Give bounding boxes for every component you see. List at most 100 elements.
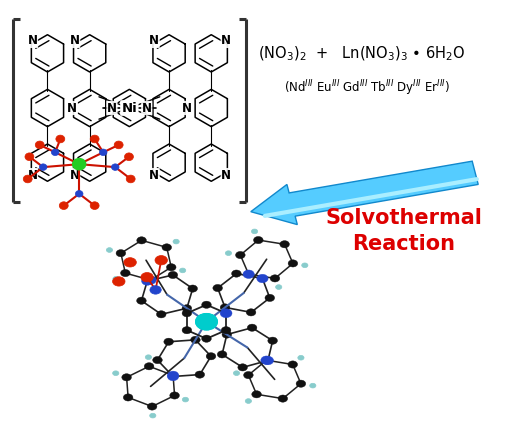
Circle shape [137, 297, 146, 304]
Circle shape [202, 301, 211, 308]
Circle shape [23, 175, 32, 183]
Circle shape [310, 383, 316, 388]
Circle shape [191, 336, 200, 343]
Circle shape [247, 324, 257, 331]
Circle shape [180, 268, 186, 273]
Circle shape [141, 273, 153, 282]
Circle shape [170, 392, 180, 399]
Circle shape [173, 239, 179, 244]
Text: N: N [70, 168, 80, 181]
Circle shape [145, 276, 156, 284]
Circle shape [280, 241, 289, 248]
Circle shape [262, 356, 274, 365]
Circle shape [288, 361, 298, 368]
Circle shape [232, 270, 241, 277]
Circle shape [182, 310, 192, 317]
Circle shape [106, 248, 112, 252]
Circle shape [182, 397, 188, 402]
Circle shape [221, 327, 231, 334]
Circle shape [162, 244, 172, 251]
Circle shape [298, 356, 304, 360]
Circle shape [243, 270, 254, 279]
Circle shape [35, 141, 44, 149]
Circle shape [164, 338, 174, 345]
Circle shape [235, 251, 245, 259]
Circle shape [206, 353, 216, 360]
Text: N: N [67, 102, 77, 114]
Circle shape [296, 380, 306, 388]
Text: N: N [107, 102, 117, 114]
Circle shape [124, 394, 133, 401]
Circle shape [25, 153, 34, 161]
Circle shape [243, 372, 253, 379]
Text: N: N [221, 35, 231, 48]
Circle shape [156, 311, 166, 318]
Circle shape [90, 135, 99, 143]
Circle shape [167, 371, 179, 380]
Text: (Nd$^{III}$ Eu$^{III}$ Gd$^{III}$ Tb$^{III}$ Dy$^{III}$ Er$^{III}$): (Nd$^{III}$ Eu$^{III}$ Gd$^{III}$ Tb$^{I… [284, 79, 450, 98]
Circle shape [124, 257, 136, 267]
Circle shape [270, 275, 280, 282]
Circle shape [238, 364, 248, 371]
Circle shape [301, 263, 308, 268]
Circle shape [251, 229, 258, 234]
Circle shape [225, 251, 232, 255]
Circle shape [213, 284, 222, 292]
Circle shape [246, 399, 251, 403]
Circle shape [196, 314, 217, 330]
Text: N: N [27, 35, 37, 48]
Circle shape [51, 149, 59, 156]
Circle shape [149, 413, 156, 418]
Circle shape [167, 372, 178, 381]
Circle shape [153, 356, 162, 364]
Circle shape [137, 237, 146, 244]
Circle shape [220, 309, 232, 318]
Circle shape [246, 309, 256, 316]
Circle shape [276, 285, 282, 289]
Text: N: N [27, 168, 37, 181]
Text: (NO$_3$)$_2$  +   Ln(NO$_3$)$_3$ • 6H$_2$O: (NO$_3$)$_2$ + Ln(NO$_3$)$_3$ • 6H$_2$O [258, 45, 465, 63]
Circle shape [59, 202, 68, 210]
Text: N: N [182, 102, 192, 114]
Circle shape [111, 164, 119, 170]
Circle shape [268, 337, 277, 344]
Circle shape [40, 164, 47, 170]
Circle shape [261, 356, 272, 365]
Circle shape [278, 395, 288, 402]
Circle shape [222, 331, 232, 338]
Circle shape [120, 270, 130, 276]
Circle shape [126, 175, 135, 183]
Circle shape [195, 371, 205, 378]
Circle shape [145, 355, 152, 359]
Circle shape [112, 277, 125, 286]
Circle shape [144, 363, 154, 370]
Circle shape [182, 305, 192, 312]
Text: N: N [221, 168, 231, 181]
Circle shape [220, 304, 230, 311]
Circle shape [265, 294, 275, 302]
Circle shape [125, 153, 134, 161]
FancyArrow shape [251, 161, 478, 225]
Circle shape [202, 335, 211, 342]
Circle shape [218, 351, 227, 358]
Circle shape [188, 285, 197, 292]
Circle shape [150, 286, 161, 294]
Circle shape [56, 135, 65, 143]
Text: Solvothermal
Reaction: Solvothermal Reaction [325, 208, 483, 254]
Circle shape [155, 256, 167, 265]
Circle shape [253, 236, 263, 244]
Circle shape [257, 274, 268, 283]
Circle shape [142, 277, 153, 285]
Text: N: N [149, 35, 159, 48]
Circle shape [288, 260, 298, 267]
Circle shape [196, 314, 217, 330]
Circle shape [99, 149, 107, 156]
Text: Ni: Ni [121, 102, 137, 114]
Circle shape [252, 391, 261, 398]
Circle shape [114, 141, 123, 149]
Circle shape [112, 371, 119, 375]
Circle shape [147, 403, 157, 410]
Circle shape [90, 202, 99, 210]
Circle shape [182, 327, 192, 334]
Circle shape [113, 276, 119, 281]
